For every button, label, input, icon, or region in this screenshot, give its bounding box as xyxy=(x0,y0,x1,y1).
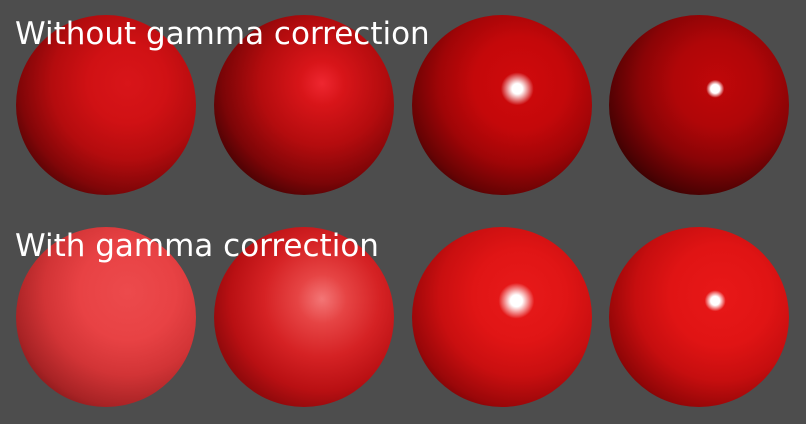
sphere-with-gamma-2 xyxy=(214,227,394,407)
sphere-without-gamma-3 xyxy=(412,15,592,195)
sphere-without-gamma-4 xyxy=(609,15,789,195)
label-with-gamma-correction: With gamma correction xyxy=(15,228,379,264)
sphere-without-gamma-2 xyxy=(214,15,394,195)
sphere-with-gamma-3 xyxy=(412,227,592,407)
sphere-without-gamma-1 xyxy=(16,15,196,195)
label-without-gamma-correction: Without gamma correction xyxy=(15,16,430,52)
sphere-with-gamma-4 xyxy=(609,227,789,407)
sphere-with-gamma-1 xyxy=(16,227,196,407)
